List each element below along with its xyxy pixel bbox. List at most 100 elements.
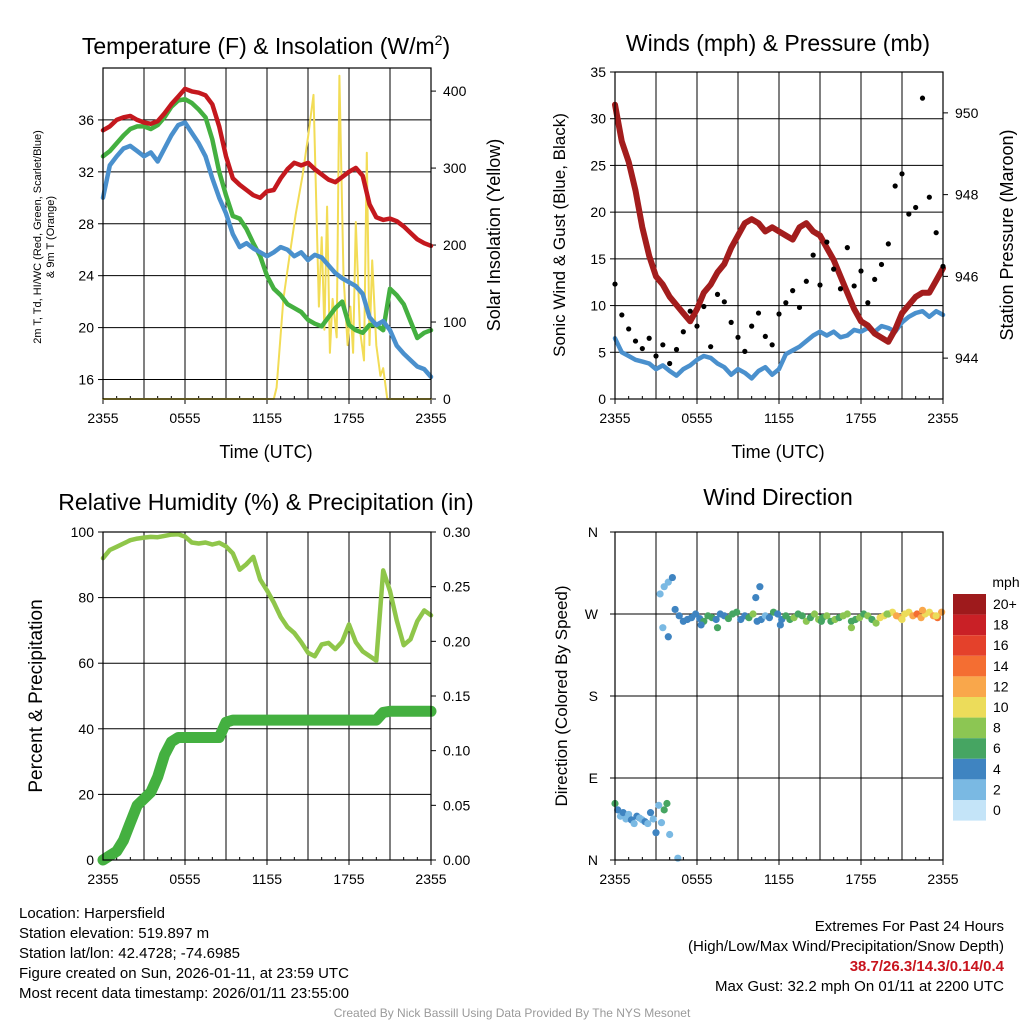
extremes-title: Extremes For Past 24 Hours [814,918,1004,935]
direction-point [674,854,682,862]
direction-point [697,621,705,629]
temp-series-solar-insolation [102,74,432,400]
temp-xtick-label: 1755 [333,410,364,426]
direction-point [668,573,677,582]
direction-point [713,624,722,632]
extremes-box: Extremes For Past 24 Hours (High/Low/Max… [688,917,1004,997]
rh-xtick-label: 2355 [415,871,446,887]
colorbar-swatch [953,676,986,697]
humidity-panel: Relative Humidity (%) & Precipitation (i… [26,489,474,887]
wind-gust-point [851,283,857,289]
direction-point [663,799,671,808]
direction-point [883,610,891,618]
wind-gust-point [865,300,871,306]
station-info: Location: Harpersfield Station elevation… [19,904,349,1004]
wind-ylabel: Sonic Wind & Gust (Blue, Black) [550,113,569,357]
wind-ytick-label: 5 [598,344,606,360]
wind-gust-point [899,171,905,177]
colorbar-swatch [953,800,986,821]
temperature-ylabel: 2m T, Td, HI/WC (Red, Green, Scarlet/Blu… [32,130,57,344]
temp-series-hi-wc [100,120,434,380]
wind-y2tick-label: 946 [955,268,979,284]
station-latlon: Station lat/lon: 42.4728; -74.6985 [19,945,241,962]
temp-grid [103,68,431,399]
temp-y2tick-label: 200 [443,237,467,253]
colorbar-swatch [953,717,986,739]
wind-plot-border [614,71,944,400]
direction-point [749,610,757,618]
wind-gust-point [749,323,755,329]
rh-series-precipitation [97,705,437,866]
wind-y2tick-label: 944 [955,350,979,366]
temperature-panel: Temperature (F) & Insolation (W/m2) Time… [32,32,504,462]
direction-point [652,829,660,837]
colorbar-label: 2 [993,781,1001,797]
max-gust: Max Gust: 32.2 mph On 01/11 at 2200 UTC [714,978,1004,995]
wind-gust-point [837,286,844,292]
rh-y2tick-label: 0.00 [443,852,470,868]
colorbar-label: 0 [993,802,1001,818]
rh-y2tick-label: 0.05 [443,797,470,813]
direction-point [756,583,764,591]
wind-series-sonic-wind [612,308,946,381]
wind-gust-point [639,345,645,352]
dir-xtick-label: 2355 [927,871,958,887]
wind-gust-point [790,288,796,294]
dir-xtick-label: 1755 [845,871,876,887]
colorbar-label: 14 [993,658,1009,674]
colorbar-swatch [953,758,986,780]
wind-gust-point [810,252,816,258]
direction-point [675,612,683,620]
temp-y2tick-label: 100 [443,314,467,330]
extremes-values: 38.7/26.3/14.3/0.14/0.4 [849,958,1004,975]
direction-point [646,809,655,817]
dir-ytick-label: N [588,524,598,540]
temp-ytick-label: 20 [78,320,94,336]
wind-gust-point [708,344,714,350]
rh-ytick-label: 80 [78,590,94,606]
wind-gust-point [892,183,898,189]
wind-gust-point [913,204,919,211]
temp-ytick-label: 28 [78,216,94,232]
wind-ytick-label: 15 [590,251,606,267]
station-location: Location: Harpersfield [19,905,165,922]
direction-point [625,810,633,819]
temp-ytick-label: 24 [78,268,94,284]
rh-xtick-label: 0555 [169,871,200,887]
colorbar-label: 16 [993,637,1009,653]
dir-ytick-label: E [589,770,598,786]
direction-point [660,806,668,814]
direction-point [872,619,880,627]
wind-gust-point [926,194,932,200]
rh-ytick-label: 40 [78,721,94,737]
rh-y2tick-label: 0.15 [443,688,470,704]
wind-gust-point [817,282,823,288]
wind-gust-point [667,360,673,367]
recent-timestamp: Most recent data timestamp: 2026/01/11 2… [19,985,349,1002]
wind-gust-point [660,342,666,348]
colorbar-label: 4 [993,761,1001,777]
wind-gust-point [632,338,639,344]
direction-point [918,606,927,614]
colorbar-title: mph [992,574,1019,590]
rh-plot-border [102,531,432,861]
direction-point [798,612,806,620]
temp-xtick-label: 1155 [252,410,282,426]
temp-ytick-label: 32 [78,164,94,180]
wind-gust-point [769,342,775,348]
wind-gust-point [776,311,782,317]
direction-ylabel: Direction (Colored By Speed) [552,585,571,806]
direction-point [614,806,622,814]
wind-gust-point [755,310,762,316]
colorbar-swatch [953,655,986,677]
wind-gust-point [872,276,878,283]
rh-xtick-label: 1155 [252,871,282,887]
colorbar-swatch [953,594,986,615]
dir-ytick-label: S [589,688,598,704]
wind-ytick-label: 25 [590,157,606,173]
wind-y2tick-label: 948 [955,187,979,203]
wind-ytick-label: 0 [598,391,606,407]
dir-xtick-label: 2355 [599,871,630,887]
dir-xtick-label: 0555 [681,871,712,887]
wind-gust-point [653,353,659,359]
